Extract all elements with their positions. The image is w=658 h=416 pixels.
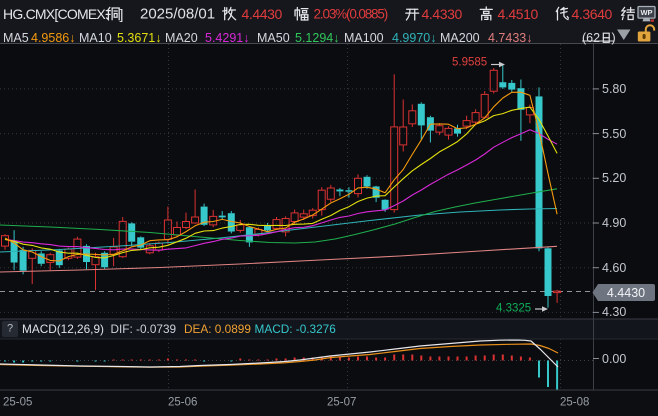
svg-text:WP: WP bbox=[640, 8, 652, 17]
